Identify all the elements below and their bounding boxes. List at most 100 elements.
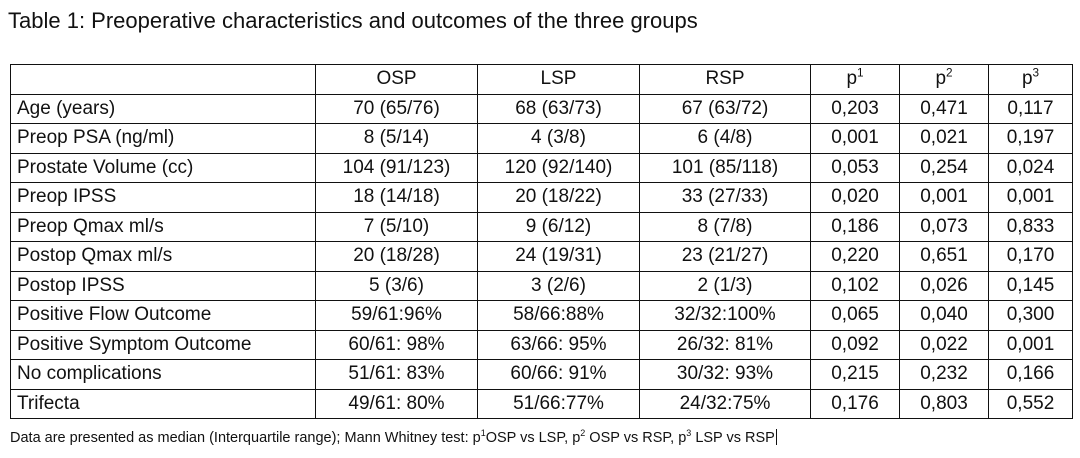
value-cell: 4 (3/8): [477, 123, 640, 154]
header-cell: p3: [988, 64, 1073, 95]
value-cell: 0,022: [899, 329, 989, 360]
value-cell: 59/61:96%: [315, 300, 478, 331]
header-label: LSP: [540, 68, 577, 90]
header-cell: RSP: [639, 64, 811, 95]
value-cell: 3 (2/6): [477, 270, 640, 301]
footnote-text-3: OSP vs RSP, p: [585, 430, 687, 446]
value-cell: 0,651: [899, 241, 989, 272]
table-row: Prostate Volume (cc) 104 (91/123) 120 (92/…: [10, 152, 1073, 183]
table-row: Trifecta 49/61: 80% 51/66:77% 24/32:75% 0,17…: [10, 388, 1073, 419]
row-label-cell: Trifecta: [10, 388, 316, 419]
table-footnote: Data are presented as median (Interquart…: [10, 428, 777, 448]
value-cell: 5 (3/6): [315, 270, 478, 301]
value-cell: 32/32:100%: [639, 300, 811, 331]
table-row: Preop PSA (ng/ml) 8 (5/14) 4 (3/8) 6 (4/8) 0…: [10, 123, 1073, 154]
table-row: Preop IPSS 18 (14/18) 20 (18/22) 33 (27/33)…: [10, 182, 1073, 213]
value-cell: 49/61: 80%: [315, 388, 478, 419]
value-cell: 0,833: [988, 211, 1073, 242]
value-cell: 33 (27/33): [639, 182, 811, 213]
table-body: Age (years) 70 (65/76) 68 (63/73) 67 (63/72…: [10, 93, 1073, 419]
value-cell: 18 (14/18): [315, 182, 478, 213]
row-label-cell: Positive Flow Outcome: [10, 300, 316, 331]
value-cell: 20 (18/22): [477, 182, 640, 213]
value-cell: 0,073: [899, 211, 989, 242]
row-label-cell: Preop IPSS: [10, 182, 316, 213]
value-cell: 0,803: [899, 388, 989, 419]
header-label: p: [1021, 68, 1033, 90]
value-cell: 101 (85/118): [639, 152, 811, 183]
value-cell: 0,197: [988, 123, 1073, 154]
text-cursor: [775, 429, 777, 445]
table-row: Age (years) 70 (65/76) 68 (63/73) 67 (63/72…: [10, 93, 1073, 124]
value-cell: 63/66: 95%: [477, 329, 640, 360]
header-label: p: [846, 68, 858, 90]
footnote-sup-1: 1: [480, 428, 486, 439]
row-label-cell: Postop Qmax ml/s: [10, 241, 316, 272]
row-label-cell: Postop IPSS: [10, 270, 316, 301]
value-cell: 51/66:77%: [477, 388, 640, 419]
value-cell: 0,552: [988, 388, 1073, 419]
value-cell: 0,232: [899, 359, 989, 390]
header-cell: LSP: [477, 64, 640, 95]
footnote-sup-3: 3: [686, 428, 692, 439]
value-cell: 23 (21/27): [639, 241, 811, 272]
footnote-text-2: OSP vs LSP, p: [485, 430, 581, 446]
value-cell: 0,215: [810, 359, 900, 390]
value-cell: 9 (6/12): [477, 211, 640, 242]
table-row: Preop Qmax ml/s 7 (5/10) 9 (6/12) 8 (7/8) 0,…: [10, 211, 1073, 242]
table-row: Positive Symptom Outcome 60/61: 98% 63/66:…: [10, 329, 1073, 360]
value-cell: 0,065: [810, 300, 900, 331]
value-cell: 120 (92/140): [477, 152, 640, 183]
value-cell: 0,001: [988, 182, 1073, 213]
header-cell-empty: [10, 64, 316, 95]
row-label-cell: Preop Qmax ml/s: [10, 211, 316, 242]
value-cell: 0,021: [899, 123, 989, 154]
row-label-cell: Age (years): [10, 93, 316, 124]
value-cell: 0,020: [810, 182, 900, 213]
value-cell: 7 (5/10): [315, 211, 478, 242]
value-cell: 0,092: [810, 329, 900, 360]
header-label: OSP: [376, 68, 417, 90]
value-cell: 0,471: [899, 93, 989, 124]
value-cell: 68 (63/73): [477, 93, 640, 124]
value-cell: 8 (7/8): [639, 211, 811, 242]
value-cell: 0,024: [988, 152, 1073, 183]
value-cell: 70 (65/76): [315, 93, 478, 124]
value-cell: 0,001: [899, 182, 989, 213]
value-cell: 58/66:88%: [477, 300, 640, 331]
table-row: Postop IPSS 5 (3/6) 3 (2/6) 2 (1/3) 0,102 0,0…: [10, 270, 1073, 301]
value-cell: 6 (4/8): [639, 123, 811, 154]
row-label-cell: Preop PSA (ng/ml): [10, 123, 316, 154]
header-superscript: 3: [1032, 66, 1040, 80]
header-cell: p1: [810, 64, 900, 95]
value-cell: 51/61: 83%: [315, 359, 478, 390]
value-cell: 0,102: [810, 270, 900, 301]
value-cell: 24/32:75%: [639, 388, 811, 419]
value-cell: 0,001: [810, 123, 900, 154]
value-cell: 24 (19/31): [477, 241, 640, 272]
header-cell: p2: [899, 64, 989, 95]
table-title: Table 1: Preoperative characteristics an…: [8, 8, 698, 33]
value-cell: 0,203: [810, 93, 900, 124]
table-row: No complications 51/61: 83% 60/66: 91% 30/3…: [10, 359, 1073, 390]
header-cell: OSP: [315, 64, 478, 95]
value-cell: 26/32: 81%: [639, 329, 811, 360]
value-cell: 60/61: 98%: [315, 329, 478, 360]
value-cell: 0,220: [810, 241, 900, 272]
value-cell: 0,176: [810, 388, 900, 419]
value-cell: 0,170: [988, 241, 1073, 272]
value-cell: 0,053: [810, 152, 900, 183]
value-cell: 0,166: [988, 359, 1073, 390]
header-label: RSP: [705, 68, 745, 90]
value-cell: 30/32: 93%: [639, 359, 811, 390]
value-cell: 8 (5/14): [315, 123, 478, 154]
value-cell: 0,040: [899, 300, 989, 331]
value-cell: 67 (63/72): [639, 93, 811, 124]
row-label-cell: Prostate Volume (cc): [10, 152, 316, 183]
header-superscript: 2: [946, 66, 953, 80]
table-header-row: OSP LSP RSP p1 p2 p3: [10, 64, 1073, 95]
value-cell: 0,145: [988, 270, 1073, 301]
row-label-cell: No complications: [10, 359, 316, 390]
value-cell: 0,026: [899, 270, 989, 301]
header-superscript: 1: [857, 66, 864, 80]
